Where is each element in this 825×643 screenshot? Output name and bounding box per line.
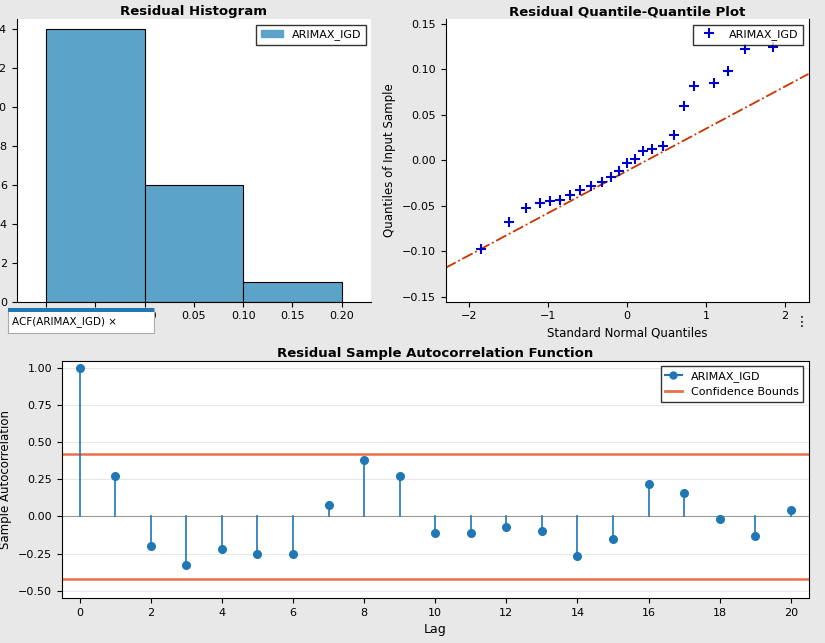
- FancyBboxPatch shape: [8, 308, 153, 312]
- Bar: [243, 282, 342, 302]
- FancyBboxPatch shape: [8, 308, 153, 333]
- Legend: ARIMAX_IGD: ARIMAX_IGD: [694, 25, 803, 44]
- Legend: ARIMAX_IGD: ARIMAX_IGD: [257, 25, 365, 44]
- Y-axis label: Quantiles of Input Sample: Quantiles of Input Sample: [384, 84, 396, 237]
- Bar: [46, 29, 144, 302]
- Bar: [144, 185, 243, 302]
- X-axis label: Standard Normal Quantiles: Standard Normal Quantiles: [547, 327, 707, 340]
- Title: Residual Sample Autocorrelation Function: Residual Sample Autocorrelation Function: [277, 347, 593, 359]
- Text: ACF(ARIMAX_IGD) ×: ACF(ARIMAX_IGD) ×: [12, 316, 117, 327]
- Title: Residual Histogram: Residual Histogram: [120, 5, 267, 18]
- Y-axis label: Sample Autocorrelation: Sample Autocorrelation: [0, 410, 12, 549]
- Legend: ARIMAX_IGD, Confidence Bounds: ARIMAX_IGD, Confidence Bounds: [661, 367, 803, 402]
- Text: ⋮: ⋮: [794, 315, 808, 329]
- X-axis label: Lag: Lag: [424, 623, 446, 637]
- Title: Residual Quantile-Quantile Plot: Residual Quantile-Quantile Plot: [509, 5, 745, 18]
